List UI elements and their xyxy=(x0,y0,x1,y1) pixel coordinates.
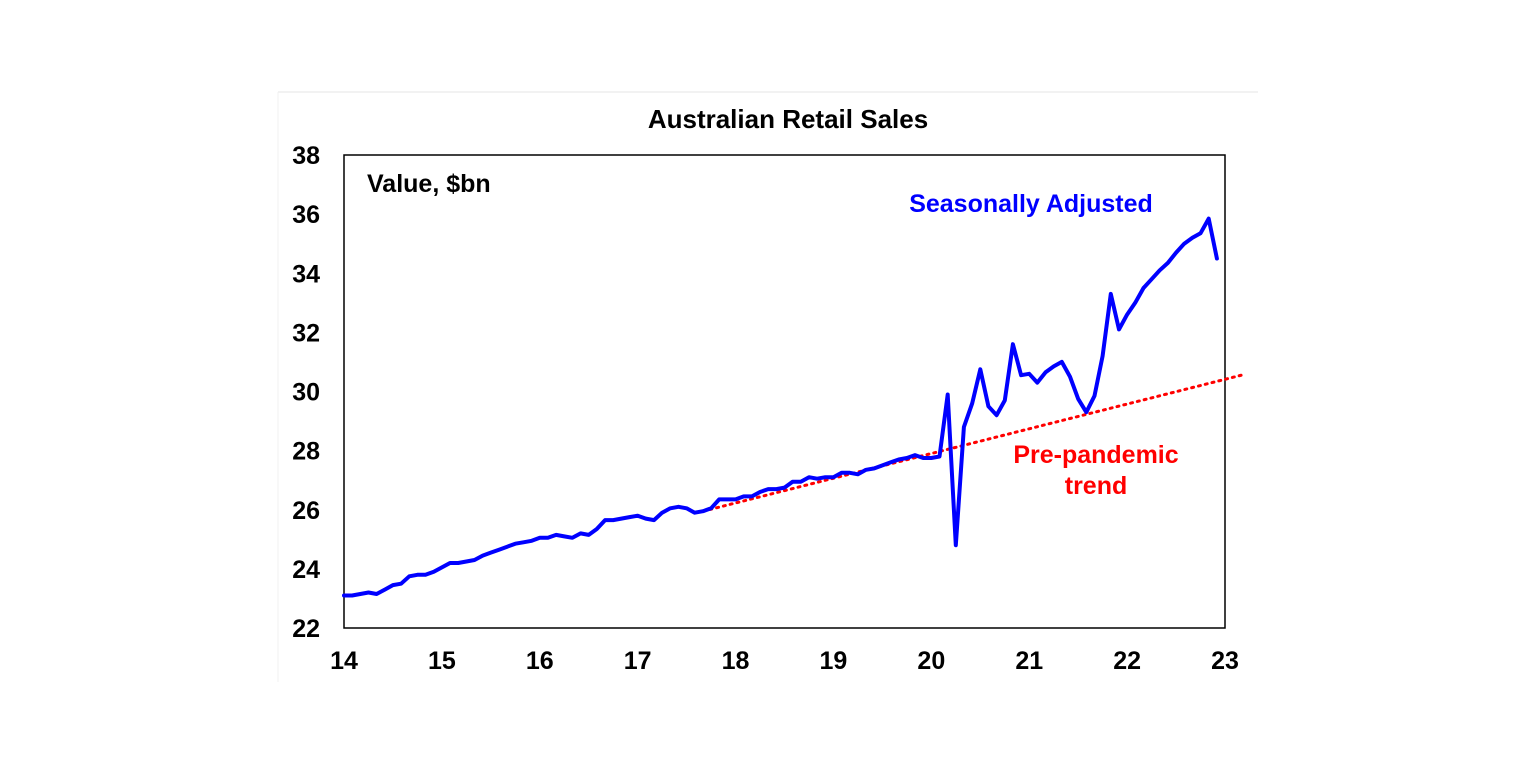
seasonally-adjusted-label: Seasonally Adjusted xyxy=(909,190,1153,218)
x-tick-label: 20 xyxy=(917,647,945,675)
trend-label-line2: trend xyxy=(1065,472,1128,500)
y-tick-label: 38 xyxy=(292,142,320,170)
x-tick-label: 16 xyxy=(526,647,554,675)
x-tick-label: 14 xyxy=(330,647,358,675)
y-tick-label: 36 xyxy=(292,201,320,229)
series-line-seasonally-adjusted xyxy=(342,216,1219,598)
y-tick-label: 28 xyxy=(292,438,320,466)
x-tick-label: 15 xyxy=(428,647,456,675)
trend-label-line1: Pre-pandemic xyxy=(1013,441,1178,469)
chart-title: Australian Retail Sales xyxy=(648,104,928,134)
series-line-pre-pandemic-trend xyxy=(701,373,1243,513)
plot-area xyxy=(343,154,1226,629)
x-tick-label: 17 xyxy=(624,647,652,675)
y-tick-label: 26 xyxy=(292,497,320,525)
x-tick-label: 23 xyxy=(1211,647,1239,675)
x-tick-label: 18 xyxy=(722,647,750,675)
x-tick-label: 19 xyxy=(820,647,848,675)
unit-label: Value, $bn xyxy=(367,170,491,198)
y-tick-label: 24 xyxy=(292,556,320,584)
y-tick-label: 22 xyxy=(292,615,320,643)
x-tick-label: 22 xyxy=(1113,647,1141,675)
y-tick-label: 34 xyxy=(292,260,320,288)
series-layer xyxy=(342,216,1243,598)
y-tick-label: 30 xyxy=(292,379,320,407)
y-tick-label: 32 xyxy=(292,319,320,347)
y-axis: 22 24 26 28 30 32 34 36 38 xyxy=(292,142,320,643)
x-tick-label: 21 xyxy=(1015,647,1043,675)
x-axis: 14 15 16 17 18 19 20 21 22 23 xyxy=(330,647,1239,675)
